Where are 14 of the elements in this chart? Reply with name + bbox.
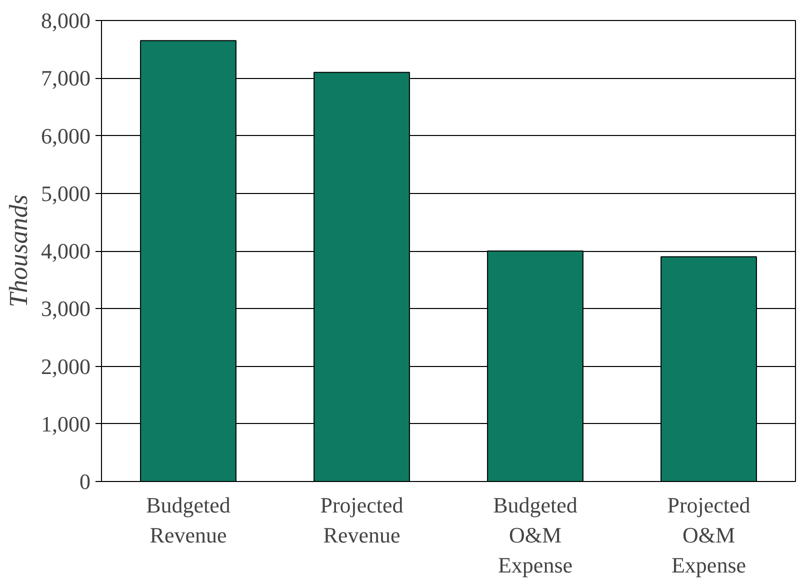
y-tick-label: 5,000 xyxy=(41,180,90,206)
y-tick-label: 2,000 xyxy=(41,354,90,379)
y-tick-label: 4,000 xyxy=(41,238,90,264)
y-tick-label: 0 xyxy=(80,469,90,494)
y-tick-label: 3,000 xyxy=(41,296,90,322)
y-tick-label: 6,000 xyxy=(41,123,90,148)
y-tick-label: 7,000 xyxy=(41,66,90,91)
x-tick-label: Budgeted O&M Expense xyxy=(493,492,578,578)
x-tick-label: Budgeted Revenue xyxy=(146,492,230,548)
y-tick-label: 8,000 xyxy=(41,8,90,33)
y-tick-label: 1,000 xyxy=(41,411,90,436)
x-tick-label: Projected O&M Expense xyxy=(667,492,750,578)
y-axis-title: Thousands xyxy=(4,194,33,308)
x-tick-label: Projected Revenue xyxy=(320,492,404,548)
